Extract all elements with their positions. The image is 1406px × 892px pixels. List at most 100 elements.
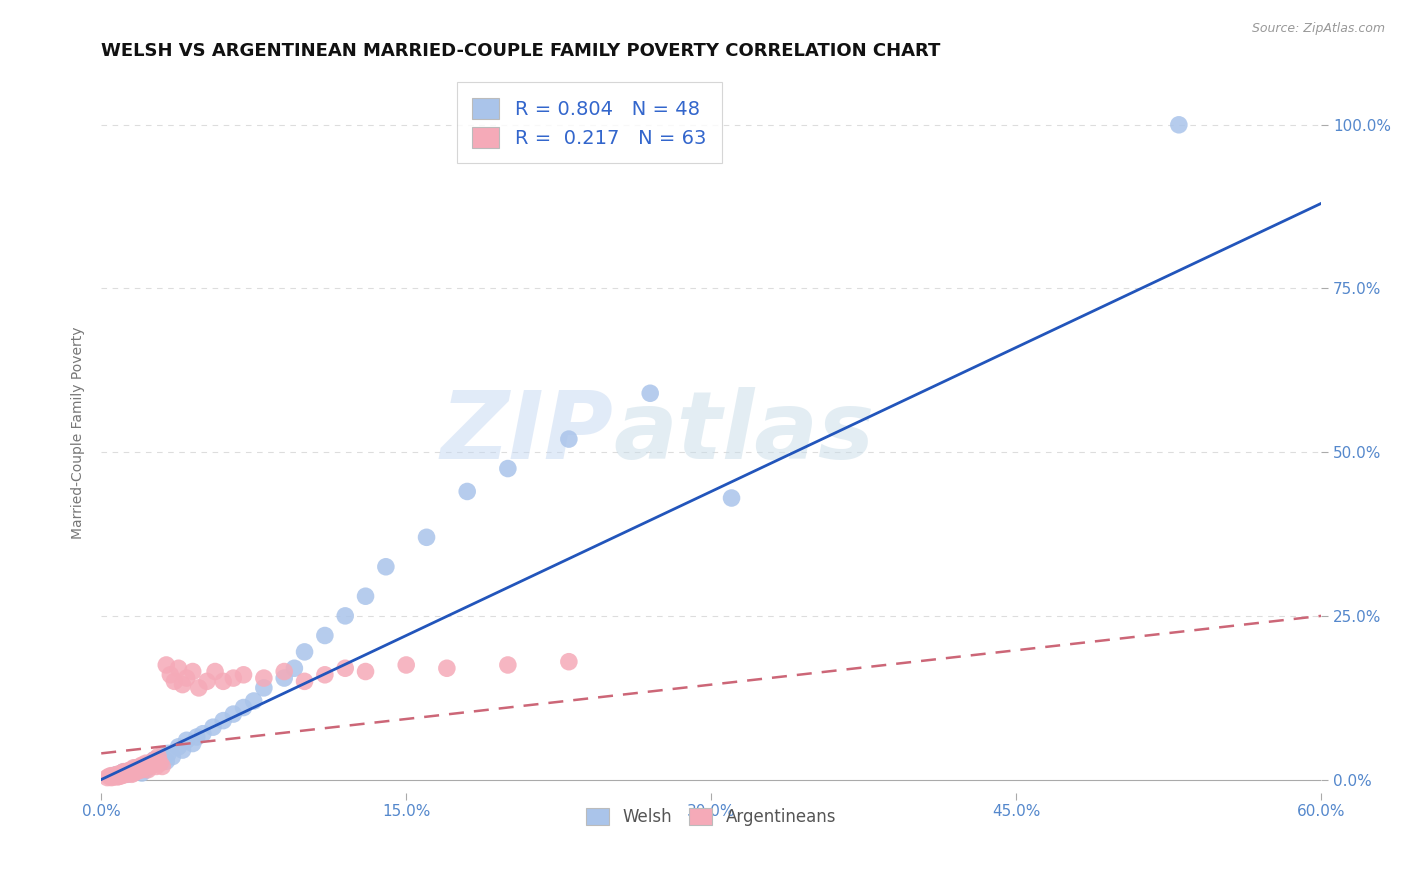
Point: [100, 769, 122, 783]
Point: [112, 764, 135, 779]
Point: [98, 769, 121, 783]
Point: [1167, 118, 1189, 132]
Point: [167, 661, 190, 675]
Text: Source: ZipAtlas.com: Source: ZipAtlas.com: [1251, 22, 1385, 36]
Point: [186, 730, 208, 744]
Point: [100, 771, 122, 785]
Point: [720, 491, 742, 505]
Point: [172, 678, 194, 692]
Point: [125, 762, 148, 776]
Point: [496, 461, 519, 475]
Point: [354, 589, 377, 603]
Point: [100, 769, 122, 783]
Point: [122, 764, 145, 779]
Point: [222, 707, 245, 722]
Point: [131, 758, 153, 772]
Point: [283, 661, 305, 675]
Point: [107, 767, 129, 781]
Point: [242, 694, 264, 708]
Point: [496, 657, 519, 672]
Point: [222, 671, 245, 685]
Point: [191, 727, 214, 741]
Point: [294, 674, 316, 689]
Point: [204, 665, 226, 679]
Y-axis label: Married-Couple Family Poverty: Married-Couple Family Poverty: [72, 326, 86, 539]
Point: [436, 661, 458, 675]
Point: [172, 743, 194, 757]
Point: [253, 681, 276, 695]
Point: [456, 484, 478, 499]
Point: [143, 753, 166, 767]
Point: [354, 665, 377, 679]
Point: [395, 657, 418, 672]
Point: [104, 769, 127, 783]
Point: [125, 761, 148, 775]
Point: [415, 530, 437, 544]
Point: [127, 764, 149, 778]
Point: [118, 766, 141, 780]
Point: [104, 768, 127, 782]
Point: [159, 668, 181, 682]
Point: [155, 657, 177, 672]
Point: [273, 665, 295, 679]
Point: [146, 749, 169, 764]
Point: [127, 763, 149, 777]
Point: [121, 766, 143, 780]
Point: [135, 756, 157, 771]
Point: [232, 668, 254, 682]
Point: [139, 759, 162, 773]
Point: [114, 766, 136, 780]
Point: [181, 665, 204, 679]
Point: [118, 764, 141, 778]
Point: [195, 674, 218, 689]
Point: [314, 668, 336, 682]
Point: [157, 747, 180, 761]
Point: [122, 766, 145, 780]
Point: [114, 767, 136, 781]
Legend: Welsh, Argentineans: Welsh, Argentineans: [578, 800, 845, 835]
Point: [150, 759, 173, 773]
Point: [112, 764, 135, 779]
Point: [212, 674, 235, 689]
Point: [558, 432, 581, 446]
Point: [638, 386, 661, 401]
Point: [135, 763, 157, 777]
Point: [155, 754, 177, 768]
Point: [131, 766, 153, 780]
Point: [125, 764, 148, 779]
Point: [141, 756, 163, 771]
Point: [273, 671, 295, 685]
Point: [143, 753, 166, 767]
Point: [104, 768, 127, 782]
Point: [117, 766, 139, 780]
Point: [149, 756, 172, 771]
Point: [131, 763, 153, 777]
Point: [141, 758, 163, 772]
Point: [558, 655, 581, 669]
Point: [107, 770, 129, 784]
Point: [110, 766, 132, 780]
Point: [145, 759, 167, 773]
Point: [117, 767, 139, 781]
Point: [139, 756, 162, 771]
Point: [176, 671, 198, 685]
Point: [232, 700, 254, 714]
Point: [150, 749, 173, 764]
Point: [136, 763, 159, 777]
Point: [121, 767, 143, 781]
Text: atlas: atlas: [613, 386, 875, 478]
Point: [132, 759, 155, 773]
Point: [132, 761, 155, 775]
Point: [112, 768, 135, 782]
Point: [128, 759, 150, 773]
Point: [146, 756, 169, 771]
Point: [163, 674, 186, 689]
Point: [335, 608, 357, 623]
Point: [121, 763, 143, 777]
Point: [96, 771, 118, 785]
Point: [294, 645, 316, 659]
Point: [122, 761, 145, 775]
Point: [253, 671, 276, 685]
Point: [108, 769, 131, 783]
Point: [110, 766, 132, 780]
